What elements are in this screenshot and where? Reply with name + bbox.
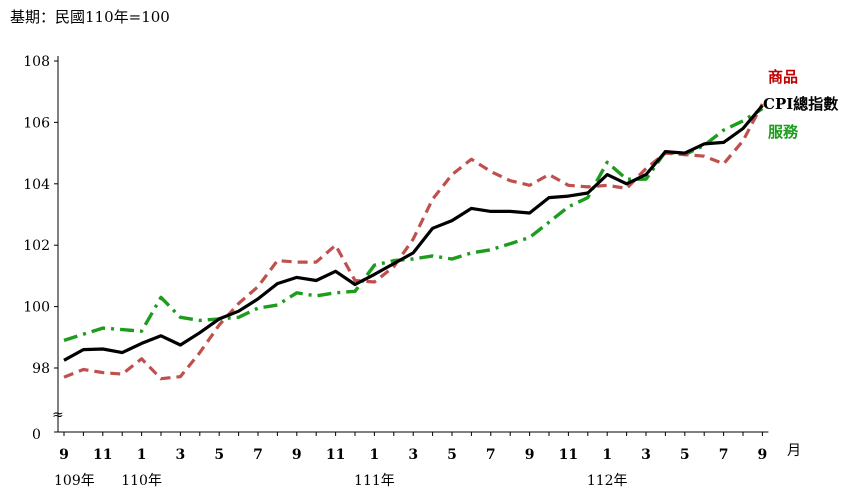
x-tick-label: 7: [486, 447, 496, 463]
x-tick-label: 11: [93, 447, 112, 463]
y-tick-label: 108: [23, 54, 50, 70]
x-ticks: 9 11 1 3 5 7 9 11 1 3 5 7 9 11 1 3 5 7 9: [59, 432, 767, 463]
year-label: 109年: [54, 473, 95, 489]
legend-goods: 商品: [768, 68, 798, 86]
base-period-note: 基期：民國110年=100: [10, 8, 170, 26]
x-tick-label: 3: [408, 447, 418, 463]
x-tick-label: 9: [525, 447, 535, 463]
y-ticks: 98 100 102 104 106 108: [23, 54, 58, 433]
y-tick-label: 98: [32, 361, 50, 377]
x-tick-label: 5: [214, 447, 224, 463]
x-tick-label: 5: [680, 447, 690, 463]
x-tick-label: 11: [326, 447, 345, 463]
year-labels: 109年 110年 111年 112年: [54, 473, 628, 489]
series-line-goods: [63, 103, 764, 381]
x-tick-label: 1: [602, 447, 612, 463]
x-tick-label: 3: [641, 447, 651, 463]
year-label: 111年: [354, 473, 395, 489]
y-tick-label: 106: [23, 115, 50, 131]
x-tick-label: 3: [176, 447, 186, 463]
x-tick-label: 9: [758, 447, 768, 463]
year-label: 110年: [121, 473, 162, 489]
year-label: 112年: [587, 473, 628, 489]
x-tick-label: 11: [559, 447, 578, 463]
legend-services: 服務: [768, 123, 799, 141]
x-unit-label: 月: [787, 443, 801, 459]
x-tick-label: 1: [137, 447, 147, 463]
y-tick-label: 100: [23, 300, 50, 316]
x-tick-label: 7: [719, 447, 729, 463]
series-line-cpi: [63, 104, 764, 362]
y-tick-label: 102: [23, 238, 50, 254]
series-lines: [63, 103, 764, 381]
x-tick-label: 1: [370, 447, 380, 463]
x-tick-label: 9: [292, 447, 302, 463]
legend-cpi: CPI總指數: [763, 95, 838, 113]
x-tick-label: 9: [59, 447, 69, 463]
axes: [57, 56, 769, 433]
x-tick-label: 5: [447, 447, 457, 463]
series-line-services: [63, 107, 764, 343]
axis-break-symbol: ≈: [52, 407, 64, 423]
y-axis-zero-label: 0: [32, 427, 41, 443]
x-tick-label: 7: [253, 447, 263, 463]
y-tick-label: 104: [23, 177, 50, 193]
